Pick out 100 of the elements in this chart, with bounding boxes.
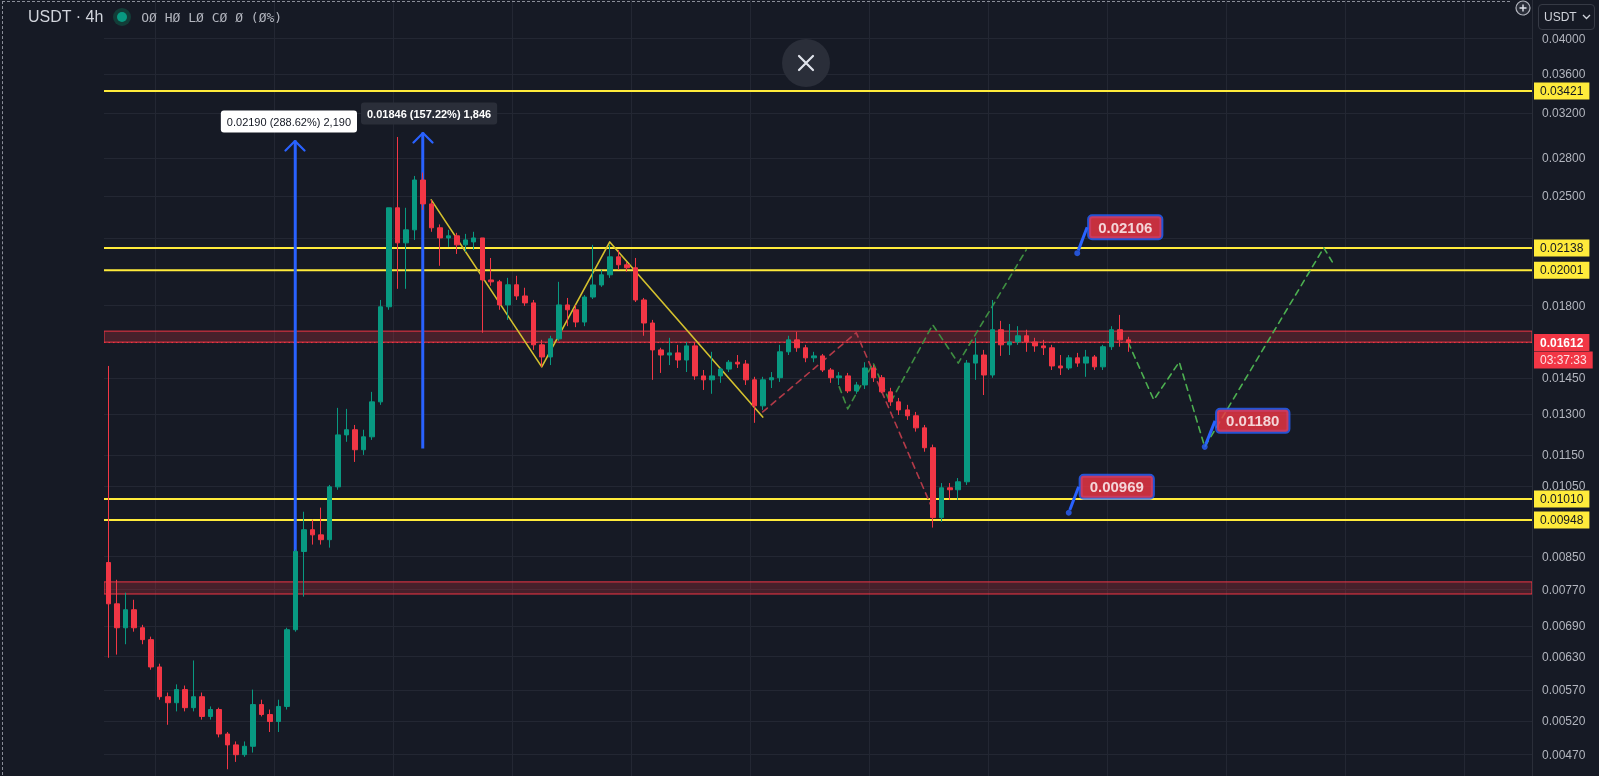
candlestick [378,299,383,406]
y-tick-label: 0.01800 [1542,298,1586,313]
candlestick [743,359,749,386]
currency-dropdown: USDT [1538,4,1595,30]
candlestick [293,549,298,633]
ref-line-label: 0.02001 [1540,263,1584,278]
candlestick [1100,344,1106,371]
candlestick [556,281,562,342]
candlestick [505,277,511,321]
candlestick [1075,352,1080,368]
candlestick [480,237,485,334]
candlestick [437,223,443,267]
candlestick [955,477,961,501]
candlestick [939,482,944,523]
candlestick [131,599,137,633]
candlestick [990,299,995,379]
candlestick [836,371,842,386]
candlestick [208,705,213,721]
candlestick [361,429,366,456]
candlestick [106,365,111,659]
y-tick-label: 0.00520 [1542,713,1586,728]
y-axis-title: USDT [1544,10,1577,24]
candlestick [335,407,341,491]
candlestick [786,335,791,356]
data-label: 0.02190 (288.62%) 2,190 [226,116,351,129]
candlestick [930,444,936,529]
candlestick [114,579,120,656]
candlestick [1049,344,1055,371]
candlestick [199,692,205,721]
candlestick [777,344,783,383]
candlestick [658,347,664,374]
candlestick [318,507,324,546]
candlestick [216,707,222,738]
candlestick [811,351,817,363]
candlestick [726,359,732,373]
candlestick [369,391,375,441]
candlestick [735,354,740,369]
candlestick [964,359,970,486]
candlestick [259,699,264,717]
y-tick-label: 0.03200 [1542,106,1586,121]
candlestick [395,136,400,290]
candlestick [760,376,766,411]
candlestick [828,367,834,384]
candlestick [148,636,154,671]
candlestick [157,663,162,701]
candlestick [344,408,349,443]
candlestick [412,175,417,241]
candlestick [752,376,757,424]
candlestick [769,371,774,389]
candlestick [1083,349,1089,378]
candlestick [871,364,876,383]
candlestick [1092,354,1097,371]
candlestick [599,269,604,288]
point [1065,509,1072,516]
y-tick-label: 0.00770 [1542,582,1586,597]
candlestick [191,659,196,712]
candlestick [905,404,910,421]
candlestick [267,709,273,733]
line-series [838,249,1028,410]
candlestick [624,261,630,273]
candlestick [573,304,579,328]
candlestick [701,369,706,391]
candlestick [667,337,672,366]
candlestick [123,592,128,645]
candlestick [616,249,621,271]
ref-line-label: 0.01612 [1540,335,1584,350]
y-tick-label: 0.02800 [1542,150,1586,165]
candlestick [140,624,145,645]
candlestick [386,207,392,311]
candlestick [641,297,647,337]
candlestick [913,411,919,433]
y-tick-label: 0.00850 [1542,549,1586,564]
candlestick [922,424,927,453]
point [1201,443,1208,450]
y-tick-label: 0.01150 [1542,448,1585,463]
ref-line-label: 0.02138 [1540,241,1584,256]
candlestick [250,689,256,754]
candlestick [276,699,281,733]
line-series [1127,247,1334,448]
candlestick [709,351,715,395]
candlestick [174,683,179,712]
y-tick-label: 0.02500 [1542,188,1586,203]
candlestick [1058,354,1063,376]
candlestick [1066,354,1072,371]
data-label: 0.02106 [1098,218,1153,236]
candlestick [182,685,188,712]
candlestick [463,233,468,253]
candlestick [803,344,808,363]
candlestick [327,484,332,549]
candlestick [582,294,587,327]
text: 03:37:33 [1540,352,1588,367]
candlestick [675,344,681,369]
y-tick-label: 0.03600 [1542,66,1586,81]
y-tick-label: 0.04000 [1542,31,1586,46]
candlestick [514,275,519,301]
candlestick [522,287,528,307]
candlestick [1109,325,1114,351]
candlestick [284,627,290,711]
candlestick [896,397,901,416]
candlestick [352,424,358,463]
